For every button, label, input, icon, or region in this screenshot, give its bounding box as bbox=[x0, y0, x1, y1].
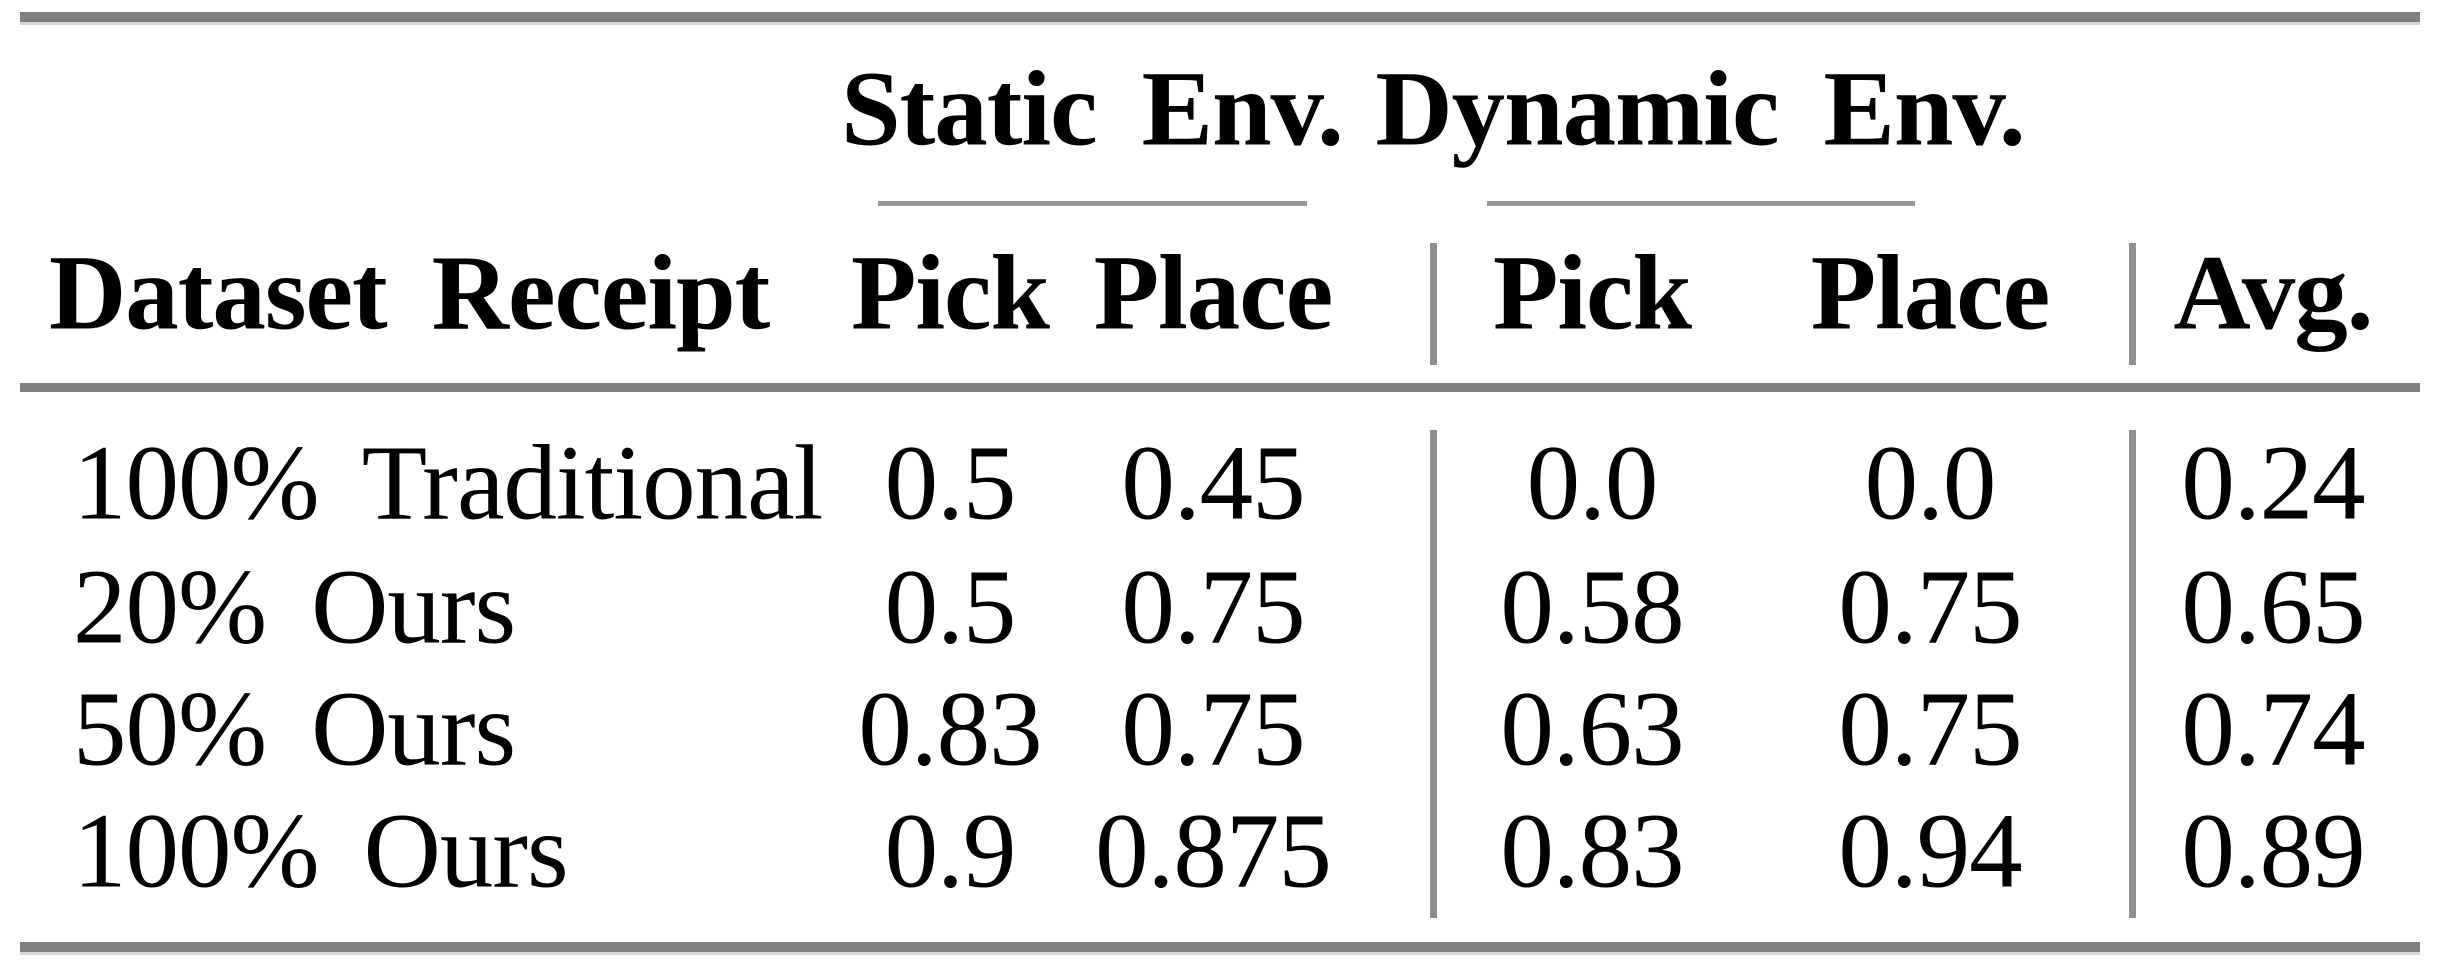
header-avg: Avg. bbox=[2173, 234, 2373, 353]
dynamic-env-spanner-rule bbox=[1487, 201, 1915, 206]
cell-value: 0.94 bbox=[1838, 792, 2022, 911]
cell-value: 0.5 bbox=[884, 548, 1017, 667]
cell-value: 0.65 bbox=[2181, 548, 2365, 667]
table-bottom-rule bbox=[20, 942, 2420, 952]
row-label: 50% Ours bbox=[73, 670, 516, 789]
cell-value: 0.24 bbox=[2181, 424, 2365, 543]
table-header-divider-rule bbox=[20, 383, 2420, 392]
header-dynamic-pick: Pick bbox=[1492, 234, 1692, 353]
cell-value: 0.875 bbox=[1095, 792, 1332, 911]
cell-value: 0.75 bbox=[1838, 670, 2022, 789]
cell-value: 0.75 bbox=[1121, 670, 1305, 789]
cell-value: 0.58 bbox=[1500, 548, 1684, 667]
vertical-rule-2-header bbox=[2129, 243, 2136, 365]
vertical-rule-1-header bbox=[1430, 243, 1437, 365]
cell-value: 0.89 bbox=[2181, 792, 2365, 911]
table-bottom-rule-shadow bbox=[20, 952, 2420, 955]
row-label: 100% Traditional bbox=[73, 424, 823, 543]
header-dataset-receipt: Dataset Receipt bbox=[49, 234, 770, 353]
cell-value: 0.75 bbox=[1838, 548, 2022, 667]
cell-value: 0.75 bbox=[1121, 548, 1305, 667]
cell-value: 0.45 bbox=[1121, 424, 1305, 543]
static-env-spanner-rule bbox=[878, 201, 1307, 206]
cell-value: 0.74 bbox=[2181, 670, 2365, 789]
header-dynamic-place: Place bbox=[1810, 234, 2051, 353]
cell-value: 0.9 bbox=[884, 792, 1017, 911]
cell-value: 0.83 bbox=[1500, 792, 1684, 911]
cell-value: 0.63 bbox=[1500, 670, 1684, 789]
row-label: 20% Ours bbox=[73, 548, 516, 667]
cell-value: 0.83 bbox=[858, 670, 1042, 789]
table-top-rule bbox=[20, 12, 2420, 22]
table-top-rule-shadow bbox=[20, 22, 2420, 25]
header-static-pick: Pick bbox=[850, 234, 1050, 353]
vertical-rule-2-body bbox=[2129, 430, 2136, 918]
column-group-dynamic-env: Dynamic Env. bbox=[1375, 50, 2025, 169]
cell-value: 0.5 bbox=[884, 424, 1017, 543]
cell-value: 0.0 bbox=[1526, 424, 1659, 543]
header-static-place: Place bbox=[1093, 234, 1334, 353]
cell-value: 0.0 bbox=[1864, 424, 1997, 543]
column-group-static-env: Static Env. bbox=[841, 50, 1344, 169]
row-label: 100% Ours bbox=[73, 792, 569, 911]
vertical-rule-1-body bbox=[1430, 430, 1437, 918]
